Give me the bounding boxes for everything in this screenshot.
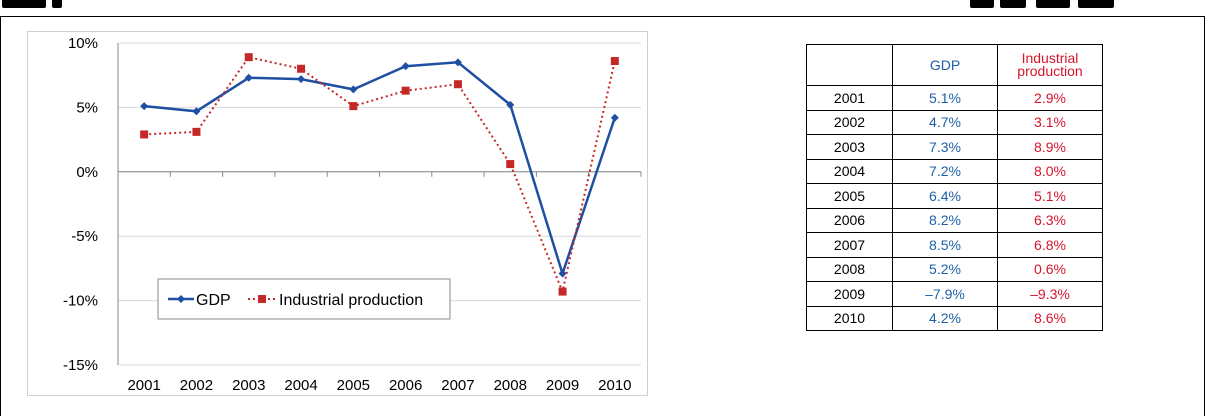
data-point-industrial-production bbox=[506, 160, 515, 169]
data-point-industrial-production bbox=[401, 86, 410, 95]
table-row: 2002 4.7% 3.1% bbox=[806, 109, 1103, 135]
legend-marker-industrial-production bbox=[258, 295, 266, 303]
data-point-industrial-production bbox=[610, 57, 619, 66]
y-tick-label: -15% bbox=[63, 357, 98, 374]
table-cell-year: 2008 bbox=[806, 256, 893, 282]
data-point-gdp bbox=[192, 107, 201, 116]
data-point-industrial-production bbox=[453, 80, 462, 89]
x-tick-label: 2003 bbox=[232, 377, 265, 394]
y-tick-label: 0% bbox=[76, 164, 98, 181]
data-point-gdp bbox=[506, 100, 515, 109]
x-tick-label: 2010 bbox=[598, 377, 631, 394]
table-cell-gdp: 8.2% bbox=[892, 207, 998, 233]
table-row: 2006 8.2% 6.3% bbox=[806, 207, 1103, 233]
data-point-gdp bbox=[401, 62, 410, 71]
y-tick-label: -10% bbox=[63, 293, 98, 310]
legend-label-gdp: GDP bbox=[196, 292, 231, 309]
table-cell-gdp: 4.2% bbox=[892, 305, 998, 331]
x-tick-label: 2007 bbox=[441, 377, 474, 394]
x-tick-label: 2006 bbox=[389, 377, 422, 394]
table-cell-year: 2005 bbox=[806, 183, 893, 209]
x-tick-label: 2005 bbox=[337, 377, 370, 394]
table-cell-industrial-production: 2.9% bbox=[997, 85, 1103, 111]
data-table: GDP Industrial production 2001 5.1% 2.9% 20… bbox=[806, 44, 1103, 331]
table-cell-year: 2009 bbox=[806, 281, 893, 307]
table-cell-industrial-production: 3.1% bbox=[997, 109, 1103, 135]
table-cell-gdp: 5.1% bbox=[892, 85, 998, 111]
table-cell-year: 2010 bbox=[806, 305, 893, 331]
table-row: 2005 6.4% 5.1% bbox=[806, 183, 1103, 209]
legend-label-industrial-production: Industrial production bbox=[279, 292, 423, 309]
data-point-industrial-production bbox=[192, 127, 201, 136]
table-cell-year: 2001 bbox=[806, 85, 893, 111]
table-cell-gdp: 4.7% bbox=[892, 109, 998, 135]
data-point-gdp bbox=[453, 58, 462, 67]
figure-frame bbox=[0, 16, 1205, 416]
table-header-gdp: GDP bbox=[892, 44, 998, 86]
table-cell-gdp: –7.9% bbox=[892, 281, 998, 307]
table-cell-industrial-production: 8.0% bbox=[997, 158, 1103, 184]
table-row: 2003 7.3% 8.9% bbox=[806, 134, 1103, 160]
line-chart-svg: 10% 5% 0% -5% -10% -15% 2001 2002 2003 2004 2005 20… bbox=[63, 35, 642, 394]
table-cell-year: 2004 bbox=[806, 158, 893, 184]
legend-box bbox=[157, 278, 451, 320]
table-cell-industrial-production: 5.1% bbox=[997, 183, 1103, 209]
data-point-industrial-production bbox=[297, 64, 306, 73]
data-point-gdp bbox=[558, 269, 567, 278]
x-tick-label: 2002 bbox=[180, 377, 213, 394]
data-point-industrial-production bbox=[558, 287, 567, 296]
data-point-gdp bbox=[244, 73, 253, 82]
table-row: 2001 5.1% 2.9% bbox=[806, 85, 1103, 111]
data-point-gdp bbox=[297, 75, 306, 84]
table-cell-industrial-production: 8.9% bbox=[997, 134, 1103, 160]
table-row: 2004 7.2% 8.0% bbox=[806, 158, 1103, 184]
y-tick-label: -5% bbox=[71, 228, 98, 245]
clipped-figure-title bbox=[0, 0, 1207, 10]
data-point-industrial-production bbox=[244, 53, 253, 62]
table-cell-industrial-production: 6.3% bbox=[997, 207, 1103, 233]
x-tick-label: 2008 bbox=[494, 377, 527, 394]
data-point-gdp bbox=[610, 113, 619, 122]
table-cell-year: 2006 bbox=[806, 207, 893, 233]
table-cell-gdp: 8.5% bbox=[892, 232, 998, 258]
series-line-gdp bbox=[144, 61, 616, 278]
table-cell-gdp: 5.2% bbox=[892, 256, 998, 282]
x-tick-label: 2001 bbox=[127, 377, 160, 394]
table-cell-industrial-production: 6.8% bbox=[997, 232, 1103, 258]
x-tick-label: 2004 bbox=[284, 377, 317, 394]
table-row: 2008 5.2% 0.6% bbox=[806, 256, 1103, 282]
data-point-industrial-production bbox=[349, 102, 358, 111]
table-header-blank bbox=[806, 44, 893, 86]
table-cell-industrial-production: –9.3% bbox=[997, 281, 1103, 307]
table-row: 2009 –7.9% –9.3% bbox=[806, 281, 1103, 307]
data-point-industrial-production bbox=[140, 130, 149, 139]
y-tick-label: 5% bbox=[76, 99, 98, 116]
table-cell-gdp: 7.2% bbox=[892, 158, 998, 184]
table-header-industrial-production: Industrial production bbox=[997, 44, 1103, 86]
table-cell-year: 2003 bbox=[806, 134, 893, 160]
table-row: 2010 4.2% 8.6% bbox=[806, 305, 1103, 331]
table-cell-year: 2002 bbox=[806, 109, 893, 135]
table-header-row: GDP Industrial production bbox=[806, 44, 1103, 86]
data-point-gdp bbox=[140, 102, 149, 111]
x-tick-label: 2009 bbox=[546, 377, 579, 394]
table-cell-gdp: 6.4% bbox=[892, 183, 998, 209]
table-cell-year: 2007 bbox=[806, 232, 893, 258]
table-row: 2007 8.5% 6.8% bbox=[806, 232, 1103, 258]
table-cell-industrial-production: 8.6% bbox=[997, 305, 1103, 331]
table-cell-gdp: 7.3% bbox=[892, 134, 998, 160]
table-cell-industrial-production: 0.6% bbox=[997, 256, 1103, 282]
y-tick-label: 10% bbox=[68, 35, 98, 52]
legend-marker-gdp bbox=[177, 295, 185, 303]
line-chart: 10% 5% 0% -5% -10% -15% 2001 2002 2003 2004 2005 20… bbox=[27, 31, 648, 396]
data-point-gdp bbox=[349, 85, 358, 94]
